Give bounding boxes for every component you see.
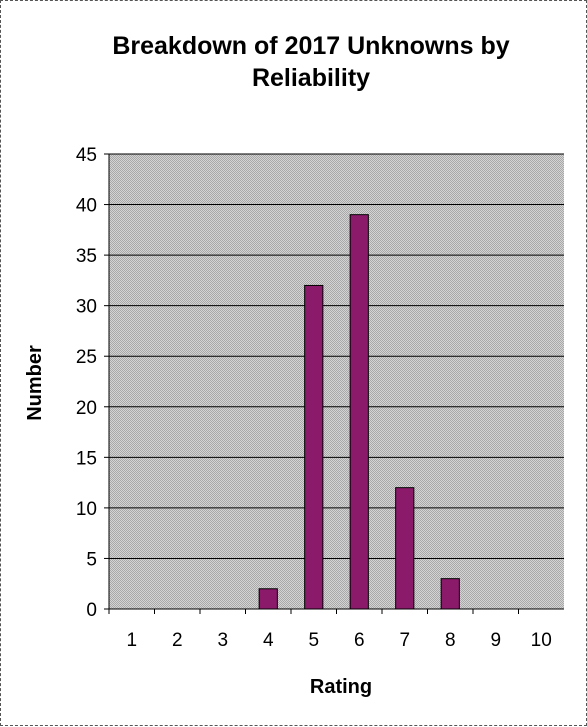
bar-rating-4 [258, 588, 278, 610]
x-tick-label: 3 [217, 630, 228, 651]
x-tick-label: 2 [172, 630, 183, 651]
x-tick-label: 7 [399, 630, 410, 651]
bar-rating-5 [304, 284, 324, 610]
y-tick-label: 0 [86, 600, 97, 621]
y-axis-label: Number [24, 345, 46, 421]
y-tick-label: 20 [76, 398, 97, 419]
x-tick-label: 5 [308, 630, 319, 651]
x-tick-label: 8 [445, 630, 456, 651]
y-tick-label: 15 [76, 448, 97, 469]
x-tick-label: 4 [263, 630, 274, 651]
x-tick-label: 6 [354, 630, 365, 651]
y-tick-labels: 0 5 10 15 20 25 30 35 40 45 [76, 145, 97, 621]
plot-area [109, 154, 564, 609]
x-tick-label: 9 [490, 630, 501, 651]
bar-rating-8 [440, 578, 460, 610]
y-tick-label: 5 [86, 549, 97, 570]
chart-title-line-1: Breakdown of 2017 Unknowns by [112, 32, 509, 60]
x-tick-label: 10 [531, 630, 552, 651]
y-tick-label: 25 [76, 347, 97, 368]
bar-rating-6 [349, 214, 369, 610]
y-tick-label: 35 [76, 246, 97, 267]
y-tick-label: 45 [76, 145, 97, 166]
x-axis-label: Rating [310, 676, 372, 698]
x-tick-label: 1 [126, 630, 137, 651]
x-tick-labels: 1 2 3 4 5 6 7 8 9 10 [126, 630, 551, 651]
chart-title-line-2: Reliability [252, 64, 370, 92]
y-tick-label: 40 [76, 196, 97, 217]
y-tick-label: 30 [76, 297, 97, 318]
bar-rating-7 [395, 487, 415, 610]
y-tick-label: 10 [76, 499, 97, 520]
gridlines [104, 153, 564, 614]
